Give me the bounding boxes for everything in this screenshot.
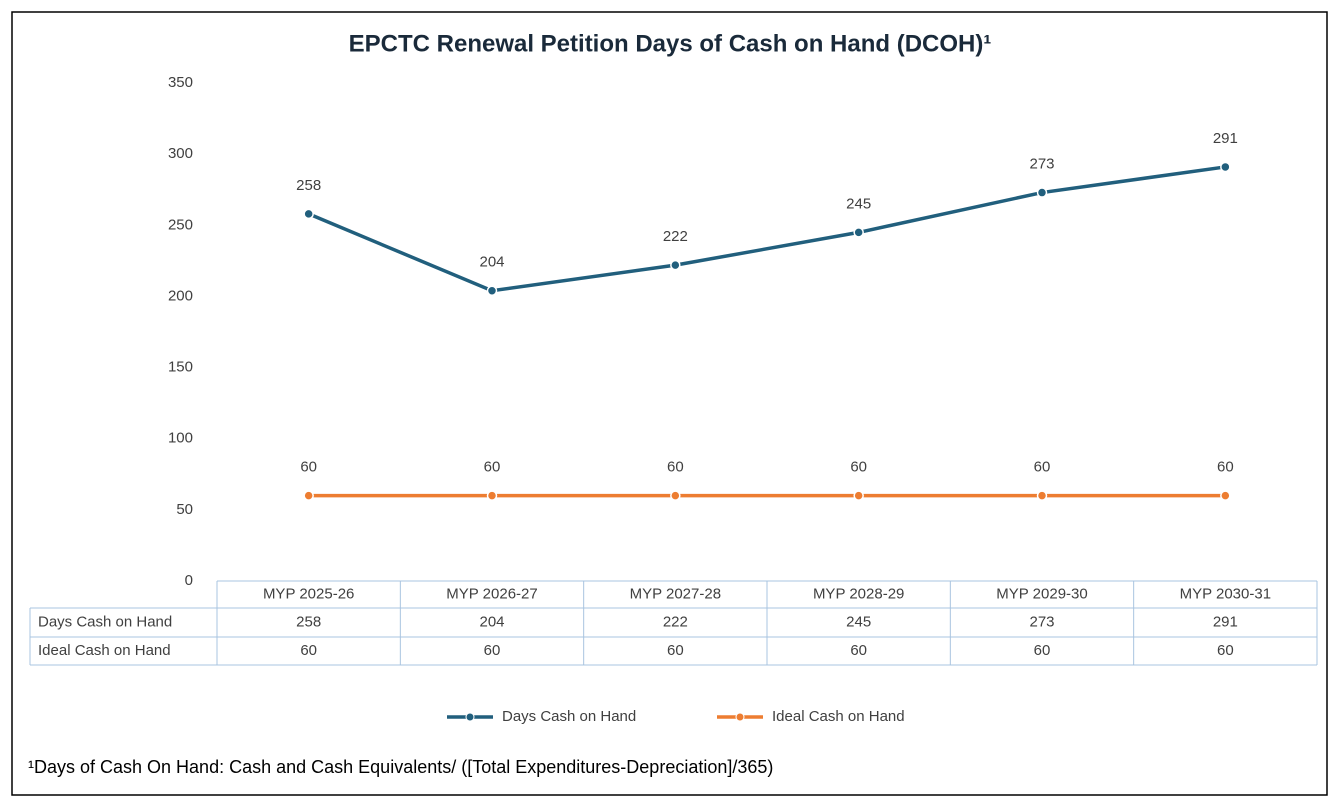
data-label: 222 xyxy=(663,228,688,245)
marker xyxy=(486,490,498,501)
data-label: 60 xyxy=(1034,459,1051,476)
data-label: 60 xyxy=(484,459,501,476)
table-cell: 60 xyxy=(850,642,867,659)
table-cell: 273 xyxy=(1029,613,1054,630)
table-row-label: Ideal Cash on Hand xyxy=(38,642,171,659)
y-tick-label: 350 xyxy=(168,74,193,91)
data-label: 245 xyxy=(846,195,871,212)
marker xyxy=(486,285,498,296)
x-tick-label: MYP 2026-27 xyxy=(446,585,537,602)
table-cell: 222 xyxy=(663,613,688,630)
table-cell: 60 xyxy=(484,642,501,659)
x-tick-label: MYP 2027-28 xyxy=(630,585,721,602)
legend-marker xyxy=(465,712,475,722)
data-label: 60 xyxy=(850,459,867,476)
table-cell: 60 xyxy=(300,642,317,659)
marker xyxy=(303,490,314,501)
chart-frame xyxy=(11,11,1328,796)
data-label: 60 xyxy=(300,459,317,476)
legend-marker xyxy=(735,712,745,722)
footnote: ¹Days of Cash On Hand: Cash and Cash Equ… xyxy=(28,757,773,777)
table-cell: 245 xyxy=(846,613,871,630)
x-tick-label: MYP 2030-31 xyxy=(1180,585,1271,602)
x-tick-label: MYP 2028-29 xyxy=(813,585,904,602)
table-cell: 60 xyxy=(667,642,684,659)
table-cell: 204 xyxy=(479,613,504,630)
legend-label: Ideal Cash on Hand xyxy=(772,708,905,725)
marker xyxy=(853,490,864,501)
y-tick-label: 150 xyxy=(168,359,193,376)
table-cell: 258 xyxy=(296,613,321,630)
marker xyxy=(670,259,681,271)
data-label: 273 xyxy=(1029,156,1054,173)
marker xyxy=(1036,490,1048,501)
marker xyxy=(1220,490,1231,501)
table-cell: 291 xyxy=(1213,613,1238,630)
table-cell: 60 xyxy=(1217,642,1234,659)
y-tick-label: 200 xyxy=(168,287,193,304)
marker xyxy=(1220,161,1231,173)
x-tick-label: MYP 2029-30 xyxy=(996,585,1087,602)
chart-title: EPCTC Renewal Petition Days of Cash on H… xyxy=(349,30,992,57)
table-row-label: Days Cash on Hand xyxy=(38,613,172,630)
series-line xyxy=(307,165,1226,293)
marker xyxy=(853,227,864,238)
marker xyxy=(670,490,681,501)
data-label: 60 xyxy=(1217,459,1234,476)
y-tick-label: 0 xyxy=(185,572,193,589)
data-label: 291 xyxy=(1213,130,1238,147)
legend-label: Days Cash on Hand xyxy=(502,708,636,725)
y-tick-label: 50 xyxy=(176,501,193,518)
data-label: 258 xyxy=(296,177,321,194)
y-tick-label: 100 xyxy=(168,430,193,447)
data-label: 60 xyxy=(667,459,684,476)
x-tick-label: MYP 2025-26 xyxy=(263,585,354,602)
marker xyxy=(303,208,314,220)
table-cell: 60 xyxy=(1034,642,1051,659)
y-tick-label: 250 xyxy=(168,216,193,233)
y-tick-label: 300 xyxy=(168,145,193,162)
marker xyxy=(1036,187,1048,198)
data-label: 204 xyxy=(479,254,504,271)
